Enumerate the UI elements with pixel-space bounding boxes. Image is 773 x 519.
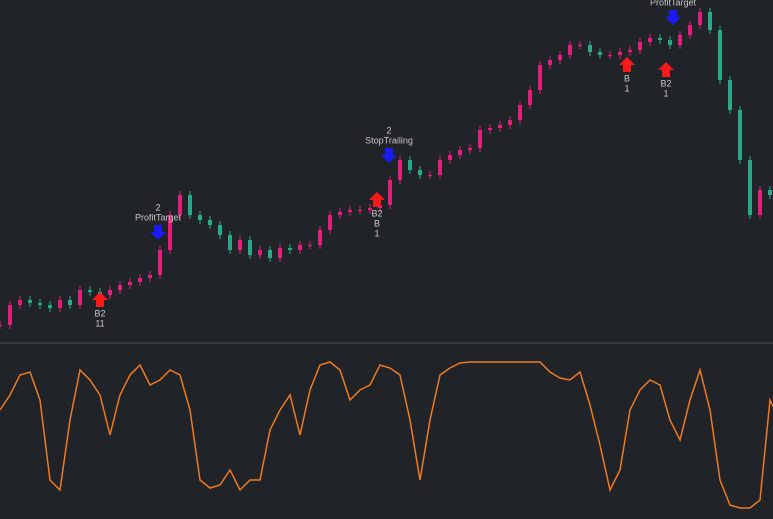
trade-label: 1 [624,83,629,93]
trade-label: B2 [660,78,671,88]
trade-marker [369,192,385,207]
trade-marker [92,292,108,307]
trade-marker [381,148,397,163]
trade-marker [619,57,635,72]
trade-label: 1 [663,88,668,98]
trade-label: 1 [374,228,379,238]
trade-label: B2 [94,308,105,318]
trade-marker [150,225,166,240]
trade-label: 11 [95,318,104,328]
trade-label: B [374,218,380,228]
trade-label: 2 [386,125,391,135]
trade-label: ProfitTarget [135,212,182,222]
trade-label: 2 [155,202,160,212]
trade-label: StopTrailing [365,135,413,145]
trade-marker [665,10,681,25]
trade-label: ProfitTarget [650,0,697,7]
trade-label: B2 [371,208,382,218]
trade-label: B [624,73,630,83]
trade-marker [658,62,674,77]
oscillator-line [0,361,773,509]
